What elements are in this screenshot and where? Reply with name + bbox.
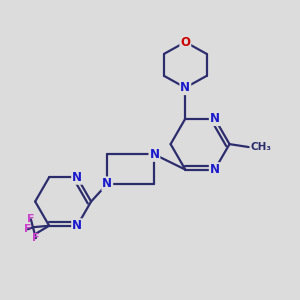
Text: N: N (149, 148, 159, 161)
Text: N: N (210, 112, 220, 125)
Text: N: N (102, 177, 112, 190)
Text: F: F (24, 224, 32, 234)
Text: F: F (32, 233, 40, 243)
Text: F: F (27, 214, 34, 224)
Text: N: N (180, 81, 190, 94)
Text: O: O (180, 36, 190, 49)
Text: N: N (72, 171, 82, 184)
Text: CH₃: CH₃ (250, 142, 271, 152)
Text: N: N (210, 163, 220, 176)
Text: N: N (72, 219, 82, 232)
